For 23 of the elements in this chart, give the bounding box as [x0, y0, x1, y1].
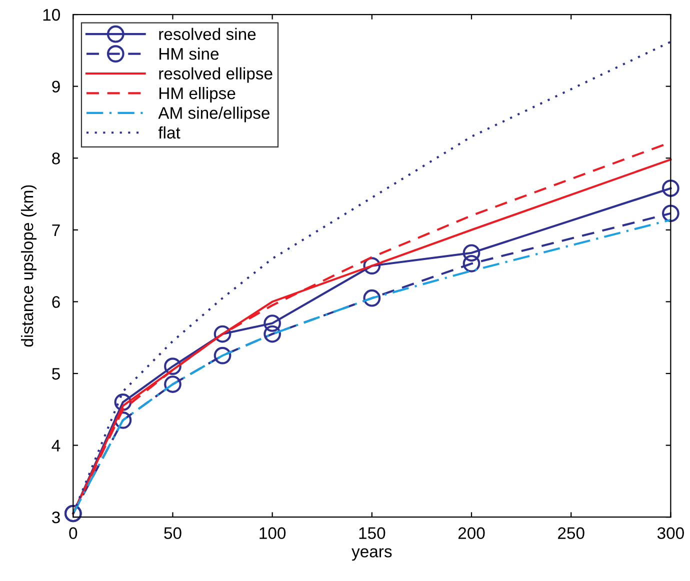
y-tick-label: 8	[52, 152, 60, 164]
y-tick-label: 6	[52, 296, 60, 308]
legend-label: flat	[158, 126, 180, 139]
legend-label: resolved ellipse	[159, 67, 272, 83]
x-tick-label: 200	[458, 527, 485, 540]
x-tick-label: 250	[558, 527, 584, 540]
y-tick-label: 5	[52, 368, 60, 380]
y-tick-label: 3	[52, 511, 60, 524]
x-tick-label: 150	[359, 527, 386, 540]
y-tick-label: 7	[52, 224, 60, 236]
y-tick-label: 4	[52, 440, 60, 452]
legend-label: AM sine/ellipse	[158, 106, 270, 122]
legend-label: resolved sine	[159, 28, 256, 40]
y-tick-label: 9	[52, 80, 60, 93]
y-tick-label: 10	[43, 8, 60, 21]
y-axis-title: distance upslope (km)	[21, 185, 37, 347]
x-tick-label: 50	[164, 527, 182, 540]
x-tick-label: 0	[69, 527, 78, 540]
legend-label: HM ellipse	[160, 86, 236, 103]
legend-label: HM sine	[160, 48, 219, 60]
x-tick-label: 300	[657, 527, 684, 540]
x-axis-title: years	[352, 548, 392, 561]
x-tick-label: 100	[260, 527, 286, 540]
